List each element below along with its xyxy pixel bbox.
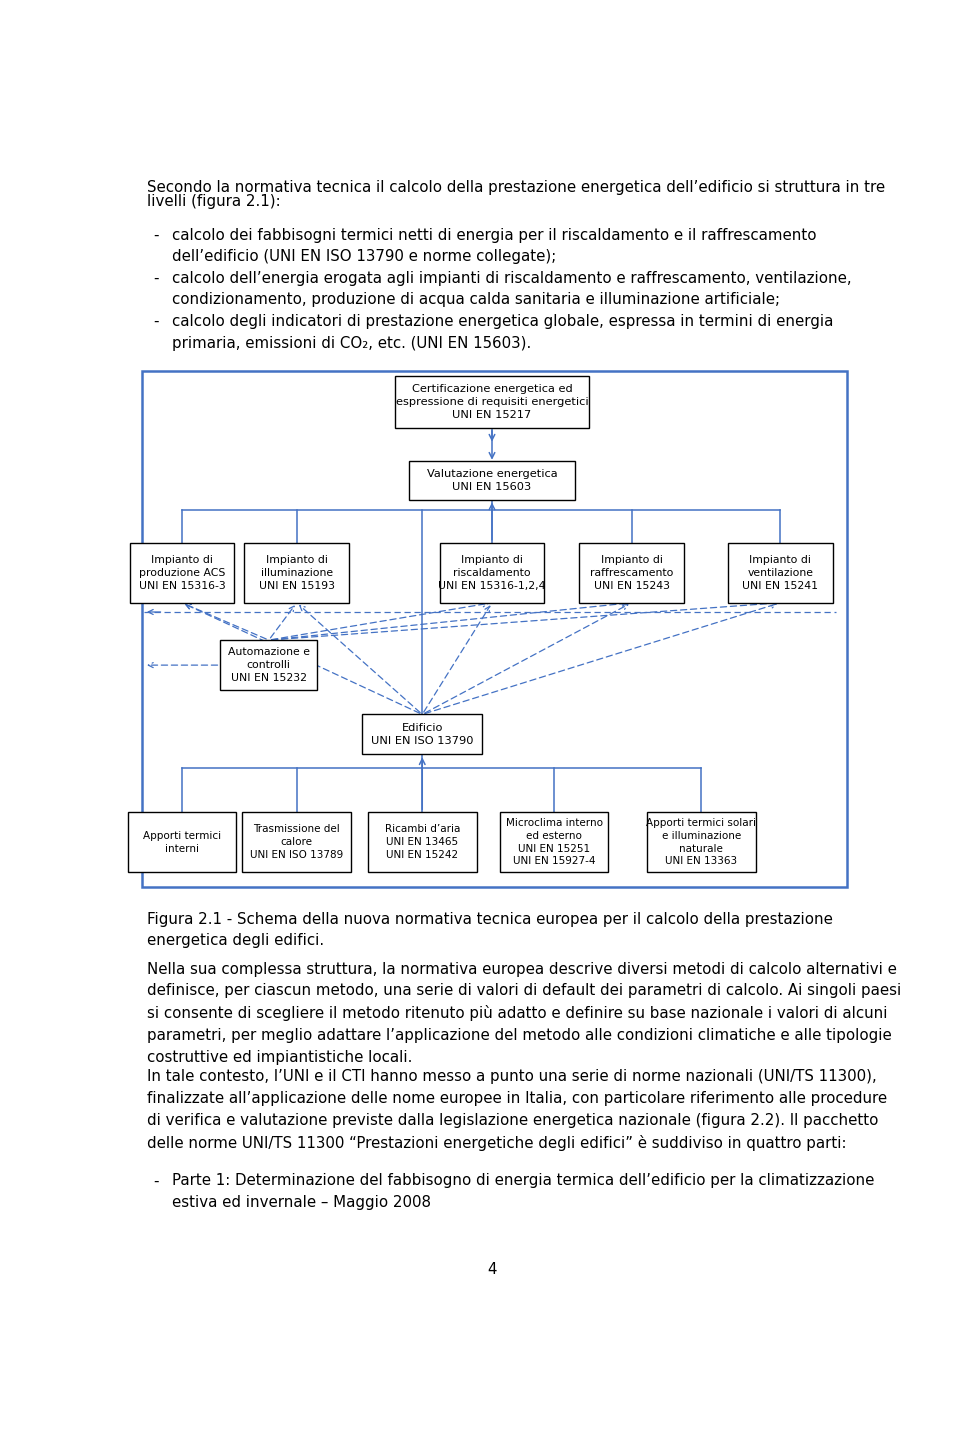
Bar	[579, 543, 684, 603]
Text: -: -	[154, 271, 158, 286]
Text: Nella sua complessa struttura, la normativa europea descrive diversi metodi di c: Nella sua complessa struttura, la normat…	[147, 962, 901, 1064]
Text: In tale contesto, l’UNI e il CTI hanno messo a punto una serie di norme nazional: In tale contesto, l’UNI e il CTI hanno m…	[147, 1070, 887, 1150]
Bar	[368, 813, 476, 872]
Bar	[396, 376, 588, 428]
Bar	[500, 813, 609, 872]
Bar	[142, 370, 847, 887]
Text: calcolo dell’energia erogata agli impianti di riscaldamento e raffrescamento, ve: calcolo dell’energia erogata agli impian…	[172, 271, 852, 307]
Bar	[440, 543, 544, 603]
Text: Certificazione energetica ed
espressione di requisiti energetici
UNI EN 15217: Certificazione energetica ed espressione…	[396, 383, 588, 419]
Bar	[409, 461, 575, 500]
Text: Impianto di
ventilazione
UNI EN 15241: Impianto di ventilazione UNI EN 15241	[742, 554, 818, 590]
Text: -: -	[154, 314, 158, 329]
Text: Ricambi d’aria
UNI EN 13465
UNI EN 15242: Ricambi d’aria UNI EN 13465 UNI EN 15242	[385, 824, 460, 860]
Bar	[728, 543, 832, 603]
Text: -: -	[154, 228, 158, 243]
Text: Parte 1: Determinazione del fabbisogno di energia termica dell’edificio per la c: Parte 1: Determinazione del fabbisogno d…	[172, 1173, 875, 1211]
Bar	[245, 543, 349, 603]
Text: Secondo la normativa tecnica il calcolo della prestazione energetica dell’edific: Secondo la normativa tecnica il calcolo …	[147, 180, 885, 195]
Text: Impianto di
illuminazione
UNI EN 15193: Impianto di illuminazione UNI EN 15193	[258, 554, 335, 590]
Text: Impianto di
raffrescamento
UNI EN 15243: Impianto di raffrescamento UNI EN 15243	[589, 554, 673, 590]
Text: calcolo degli indicatori di prestazione energetica globale, espressa in termini : calcolo degli indicatori di prestazione …	[172, 314, 833, 350]
Text: Impianto di
produzione ACS
UNI EN 15316-3: Impianto di produzione ACS UNI EN 15316-…	[138, 554, 226, 590]
Text: Microclima interno
ed esterno
UNI EN 15251
UNI EN 15927-4: Microclima interno ed esterno UNI EN 152…	[506, 819, 603, 866]
Text: Apporti termici solari
e illuminazione
naturale
UNI EN 13363: Apporti termici solari e illuminazione n…	[646, 819, 756, 866]
Text: Trasmissione del
calore
UNI EN ISO 13789: Trasmissione del calore UNI EN ISO 13789	[250, 824, 344, 860]
Text: 4: 4	[488, 1262, 496, 1277]
Text: Figura 2.1 - Schema della nuova normativa tecnica europea per il calcolo della p: Figura 2.1 - Schema della nuova normativ…	[147, 912, 833, 948]
Text: livelli (figura 2.1):: livelli (figura 2.1):	[147, 194, 280, 208]
Text: Impianto di
riscaldamento
UNI EN 15316-1,2,4: Impianto di riscaldamento UNI EN 15316-1…	[439, 554, 545, 590]
Text: calcolo dei fabbisogni termici netti di energia per il riscaldamento e il raffre: calcolo dei fabbisogni termici netti di …	[172, 228, 816, 264]
Bar	[243, 813, 351, 872]
Text: -: -	[154, 1173, 158, 1189]
Bar	[128, 813, 236, 872]
Text: Apporti termici
interni: Apporti termici interni	[143, 831, 221, 853]
Text: Valutazione energetica
UNI EN 15603: Valutazione energetica UNI EN 15603	[426, 470, 558, 491]
Text: Edificio
UNI EN ISO 13790: Edificio UNI EN ISO 13790	[371, 722, 473, 745]
Bar	[647, 813, 756, 872]
Bar	[130, 543, 234, 603]
Text: Automazione e
controlli
UNI EN 15232: Automazione e controlli UNI EN 15232	[228, 648, 310, 684]
Bar	[362, 714, 482, 754]
Bar	[221, 640, 317, 691]
